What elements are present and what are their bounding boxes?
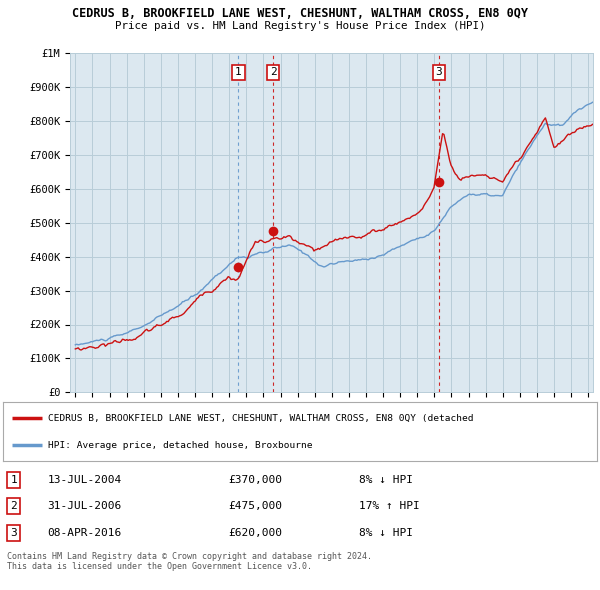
Text: 1: 1 <box>10 475 17 485</box>
Text: 17% ↑ HPI: 17% ↑ HPI <box>359 502 420 511</box>
Text: 08-APR-2016: 08-APR-2016 <box>47 527 122 537</box>
Text: £370,000: £370,000 <box>229 475 283 485</box>
Text: 2: 2 <box>10 502 17 511</box>
Text: 1: 1 <box>235 67 242 77</box>
Text: 3: 3 <box>436 67 442 77</box>
Text: 13-JUL-2004: 13-JUL-2004 <box>47 475 122 485</box>
Text: £620,000: £620,000 <box>229 527 283 537</box>
Text: CEDRUS B, BROOKFIELD LANE WEST, CHESHUNT, WALTHAM CROSS, EN8 0QY: CEDRUS B, BROOKFIELD LANE WEST, CHESHUNT… <box>72 7 528 20</box>
Text: Price paid vs. HM Land Registry's House Price Index (HPI): Price paid vs. HM Land Registry's House … <box>115 21 485 31</box>
Text: CEDRUS B, BROOKFIELD LANE WEST, CHESHUNT, WALTHAM CROSS, EN8 0QY (detached: CEDRUS B, BROOKFIELD LANE WEST, CHESHUNT… <box>47 414 473 423</box>
Text: £475,000: £475,000 <box>229 502 283 511</box>
Text: HPI: Average price, detached house, Broxbourne: HPI: Average price, detached house, Brox… <box>47 441 312 450</box>
Text: 31-JUL-2006: 31-JUL-2006 <box>47 502 122 511</box>
Text: 2: 2 <box>270 67 277 77</box>
Text: 3: 3 <box>10 527 17 537</box>
Text: Contains HM Land Registry data © Crown copyright and database right 2024.
This d: Contains HM Land Registry data © Crown c… <box>7 552 372 571</box>
Text: 8% ↓ HPI: 8% ↓ HPI <box>359 475 413 485</box>
Text: 8% ↓ HPI: 8% ↓ HPI <box>359 527 413 537</box>
